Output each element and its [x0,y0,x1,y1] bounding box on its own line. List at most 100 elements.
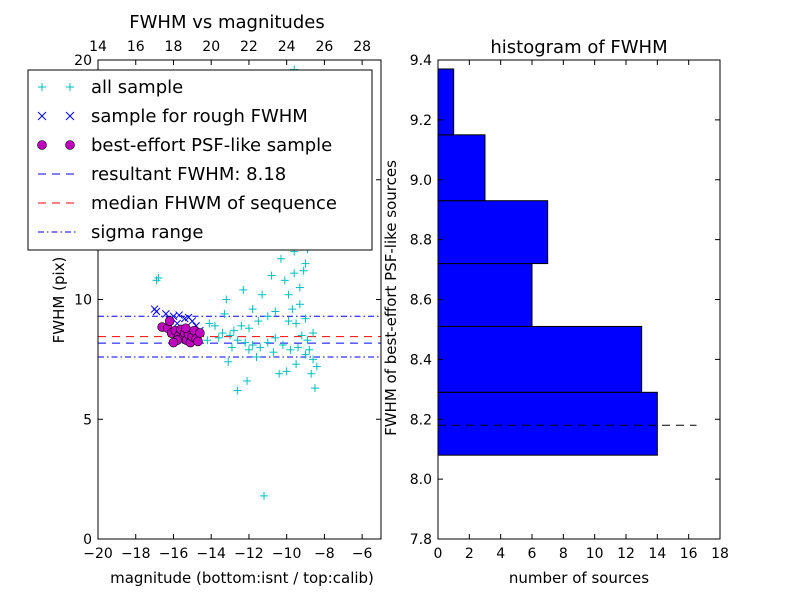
top-tick-label: 26 [315,39,333,55]
all-sample-point [233,336,242,345]
x-tick-label: 14 [648,546,666,562]
x-tick-label: 4 [496,546,505,562]
all-sample-point [301,350,310,359]
legend-entry: sigma range [38,222,203,243]
legend-label: best-effort PSF-like sample [91,135,332,156]
x-tick-label: −16 [159,546,189,562]
histogram-title: histogram of FWHM [490,37,667,58]
all-sample-point [244,345,253,354]
all-sample-point [152,276,161,285]
all-sample-point [307,369,316,378]
x-tick-label: 12 [617,546,635,562]
histogram-bars [437,68,658,456]
all-sample-point [218,329,227,338]
all-sample-point [292,319,301,328]
histogram-y-label: FWHM of best-effort PSF-like sources [382,160,400,436]
y-tick-label: 8.8 [410,233,432,249]
histogram-panel: 0 2 4 6 8 10 12 14 16 18 7.8 8.0 8.2 8.4 8.6 8.8 9.0 9.2… [382,37,729,587]
all-sample-point [309,355,318,364]
y-tick-label: 20 [74,53,92,69]
all-sample-point [214,333,223,342]
best-effort-psf-like-sample-point [164,316,175,326]
all-sample-point [312,362,321,371]
y-tick-label: 8.4 [410,352,432,368]
all-sample-point [229,326,238,335]
all-sample-point [303,336,312,345]
all-sample-point [277,254,286,263]
all-sample-point [203,336,212,345]
all-sample-point [295,283,304,292]
legend-entry: median FHWM of sequence [38,193,337,214]
best-effort-psf-like-sample-point [193,336,203,347]
legend-label: all sample [91,77,183,98]
legend-label: median FHWM of sequence [91,193,337,214]
scatter-title: FWHM vs magnitudes [129,12,324,33]
all-sample-point [220,309,229,318]
all-sample-point [282,367,291,376]
top-tick-label: 14 [89,39,107,55]
all-sample-point [227,343,236,352]
all-sample-point [284,290,293,299]
legend-entry: sample for rough FWHM [37,106,308,127]
legend-entry: best-effort PSF-like sample [37,135,332,156]
sample-for-rough-fwhm-point [152,307,161,316]
scatter-x-label: magnitude (bottom:isnt / top:calib) [110,569,374,587]
histogram-bar [437,134,486,202]
all-sample-point [263,312,272,321]
all-sample-point [295,300,304,309]
all-sample-point [280,276,289,285]
all-sample-point [293,343,302,352]
y-tick-label: 0 [83,532,92,548]
all-sample-point [256,343,265,352]
all-sample-point [271,333,280,342]
all-sample-point [248,341,257,350]
best-effort-psf-like-sample-point [180,323,191,334]
all-sample-point [290,269,299,278]
all-sample-point [299,266,308,275]
legend-label: sigma range [91,222,203,243]
all-sample-point [226,331,235,340]
histogram-x-label: number of sources [509,569,649,587]
scatter-legend: all sample sample for rough FWHM best-effo… [27,69,373,251]
histogram-bar [437,325,643,393]
top-tick-label: 28 [353,39,371,55]
all-sample-point [205,319,214,328]
all-sample-point [222,295,231,304]
all-sample-point [243,376,252,385]
all-sample-point [310,384,319,393]
all-sample-point [258,290,267,299]
legend-entry: resultant FWHM: 8.18 [38,164,286,185]
x-tick-label: −14 [196,546,226,562]
all-sample-point [252,352,261,361]
legend-label: sample for rough FWHM [91,106,308,127]
all-sample-point [254,317,263,326]
y-tick-label: 8.0 [410,472,432,488]
x-tick-label: 10 [586,546,604,562]
all-sample-point [260,491,269,500]
all-sample-point [301,314,310,323]
x-tick-label: 18 [711,546,729,562]
all-sample-point [301,259,310,268]
x-tick-label: −8 [314,546,335,562]
y-tick-label: 8.6 [410,293,432,309]
sample-for-rough-fwhm-point [188,317,197,325]
top-tick-label: 18 [165,39,183,55]
all-sample-point [292,360,301,369]
all-sample-point [309,329,318,338]
all-sample-point [297,331,306,340]
sample-for-rough-fwhm-point [162,310,170,318]
legend-label: resultant FWHM: 8.18 [91,164,286,185]
x-tick-label: −10 [272,546,302,562]
histogram-bar [437,263,533,327]
all-sample-point [237,321,246,330]
x-tick-label: −12 [234,546,264,562]
all-sample-point [244,324,253,333]
x-tick-label: 16 [680,546,698,562]
all-sample-point [284,317,293,326]
all-sample-point [233,386,242,395]
all-sample-point [241,338,250,347]
scatter-reference-lines [98,315,381,358]
x-tick-label: 2 [465,546,474,562]
x-tick-label: 0 [434,546,443,562]
